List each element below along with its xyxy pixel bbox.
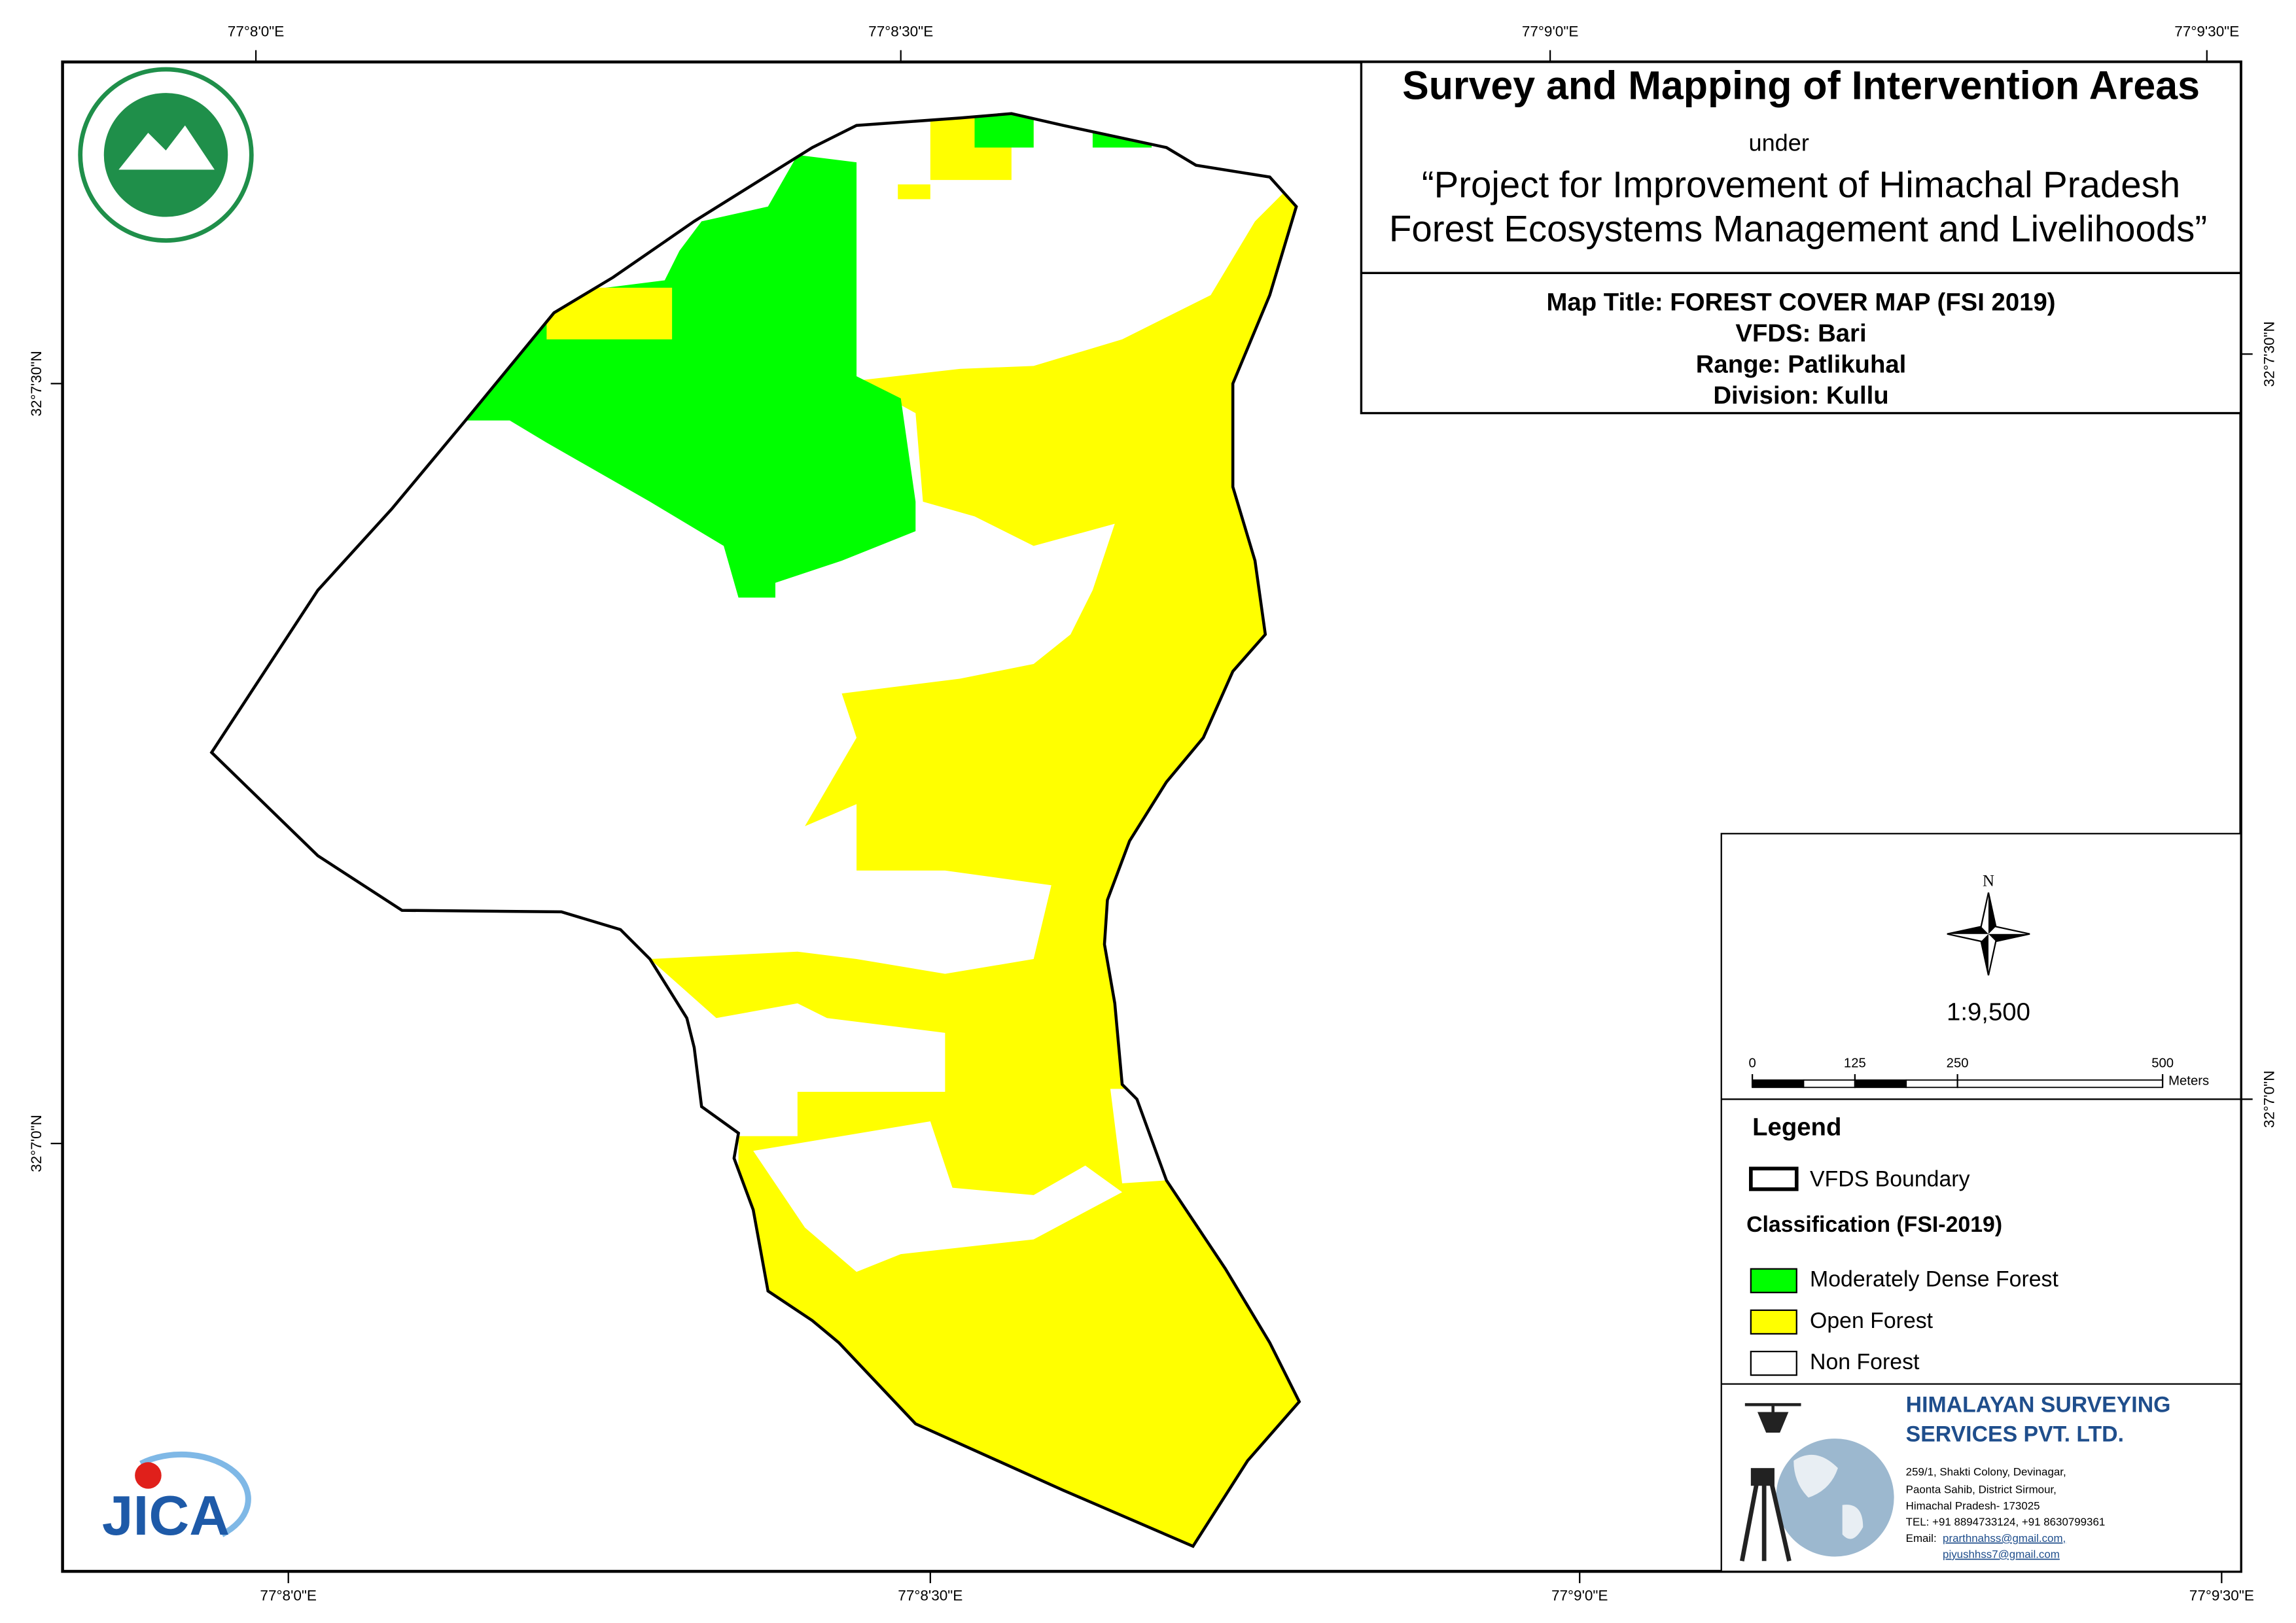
graticule-ticks [50,50,2253,1584]
coordinate-label: 32°7'30"N [2261,321,2278,387]
email-link[interactable]: prarthnahss@gmail.com, [1943,1532,2066,1544]
legend-label: Moderately Dense Forest [1810,1267,2058,1292]
legend-label: VFDS Boundary [1810,1166,1970,1191]
tripod-icon [1739,1482,1792,1562]
classification-title: Classification (FSI-2019) [1746,1212,2002,1237]
coordinate-label: 77°9'30"E [2174,24,2239,40]
coordinate-label: 77°8'0"E [228,24,285,40]
address-line: Paonta Sahib, District Sirmour, [1906,1483,2057,1495]
coordinate-label: 77°8'30"E [868,24,933,40]
coordinate-label: 77°9'30"E [2189,1587,2254,1603]
scale-segment [1905,1079,1958,1089]
title-box [1360,61,2242,415]
coordinate-label: 77°8'0"E [260,1587,317,1603]
address-line: Himachal Pradesh- 173025 [1906,1499,2040,1512]
legend-title: Legend [1752,1113,1841,1142]
address-line: 259/1, Shakti Colony, Devinagar, [1906,1465,2066,1478]
title-block: Survey and Mapping of Intervention Areas… [1360,61,2242,415]
legend-swatch [1750,1268,1797,1293]
logo-swoosh [139,1451,251,1537]
logo-dot [135,1462,162,1489]
legend-label: Open Forest [1810,1308,1934,1333]
project-line: “Project for Improvement of Himachal Pra… [1422,164,2180,205]
scale-tick-label: 125 [1844,1056,1866,1071]
main-title: Survey and Mapping of Intervention Areas [1402,63,2200,107]
drone-icon [1744,1403,1801,1433]
jica-text: JICA [102,1484,230,1547]
coordinate-label: 32°7'0"N [28,1115,44,1172]
coordinate-label: 77°8'30"E [898,1587,963,1603]
scale-segment [1956,1079,2164,1089]
coordinate-label: 77°9'0"E [1522,24,1579,40]
coordinate-labels: 77°8'0"E 77°8'30"E 77°9'0"E 77°9'30"E 77… [28,24,2278,1604]
scale-segment [1752,1079,1805,1089]
camera-icon [1750,1468,1775,1486]
company-block: HIMALAYAN SURVEYING SERVICES PVT. LTD. 2… [1739,1392,2171,1562]
jica-logo: JICA [102,1451,251,1547]
project-line: Forest Ecosystems Management and Livelih… [1389,208,2207,249]
map-info: Map Title: FOREST COVER MAP (FSI 2019) [1547,288,2056,317]
scale-tick-label: 0 [1748,1056,1756,1071]
address-line: TEL: +91 8894733124, +91 8630799361 [1906,1516,2106,1528]
email-label: Email: [1906,1532,1937,1544]
coordinate-label: 32°7'30"N [28,351,44,416]
north-arrow-fill [1947,892,2030,975]
map-info: Division: Kullu [1713,381,1888,410]
scale-tick-label: 250 [1947,1056,1969,1071]
map-info: Range: Patlikuhal [1696,350,1907,378]
email-link[interactable]: piyushhss7@gmail.com [1943,1548,2060,1561]
legend-swatch [1750,1309,1797,1335]
logo-mountains [118,125,215,170]
boundary-swatch [1749,1166,1799,1191]
non-forest-area [1110,1089,1167,1183]
moderately-dense-forest-area [974,113,1034,148]
globe [1776,1439,1894,1557]
map-info: VFDS: Bari [1735,319,1866,347]
under-text: under [1749,130,1809,156]
legend-swatch [1750,1350,1797,1376]
company-name: SERVICES PVT. LTD. [1906,1422,2124,1446]
scale-unit: Meters [2168,1074,2209,1089]
legend-panel: N 1:9,500 Meters Legend VFDS Boundary Cl… [1720,833,2242,1573]
north-label: N [1983,872,1994,890]
legend-label: Non Forest [1810,1350,1920,1374]
coordinate-label: 77°9'0"E [1551,1587,1608,1603]
scale-segment [1854,1079,1907,1089]
globe-continents [1793,1454,1863,1539]
moderately-dense-forest-area [443,154,916,598]
company-name: HIMALAYAN SURVEYING [1906,1392,2171,1417]
map-frame [61,60,2242,1573]
non-forest-area [753,1121,1123,1272]
scale-text: 1:9,500 [1947,998,2030,1026]
scale-segment [1803,1079,1856,1089]
scale-tick-label: 500 [2151,1056,2174,1071]
forest-dept-logo [78,67,254,243]
coordinate-label: 32°7'0"N [2261,1070,2278,1128]
